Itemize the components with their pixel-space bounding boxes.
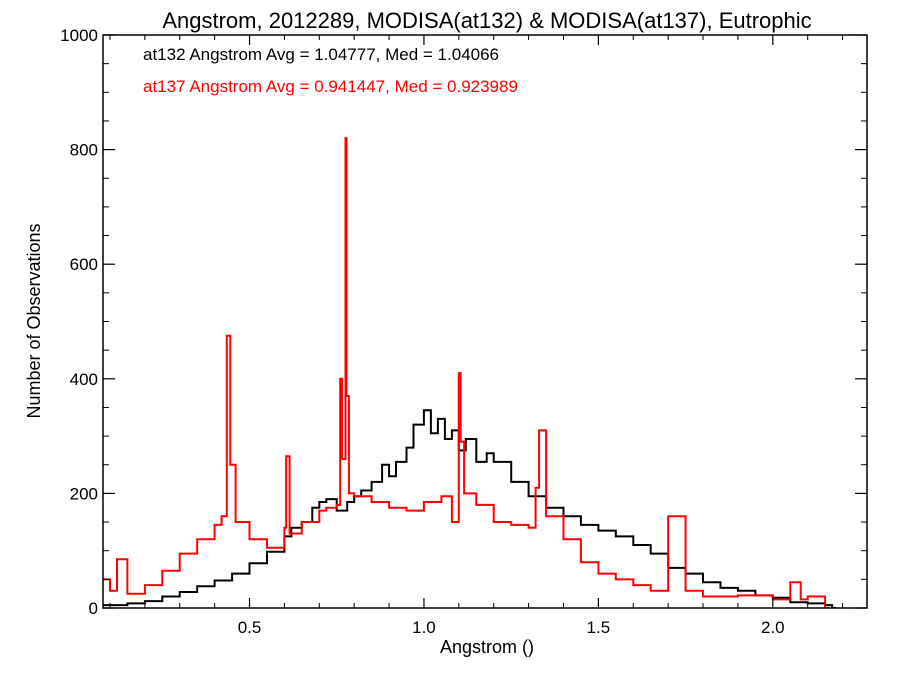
y-axis-ticks: 0 200 400 600 800 1000 (60, 26, 867, 618)
y-tick-label: 200 (70, 484, 98, 503)
series-line-0 (103, 409, 837, 608)
y-tick-label: 1000 (60, 26, 98, 45)
x-axis-ticks: 0.5 1.0 1.5 2.0 (109, 35, 844, 637)
y-tick-label: 800 (70, 141, 98, 160)
series-layer (103, 137, 837, 608)
legend-entry-at137: at137 Angstrom Avg = 0.941447, Med = 0.9… (143, 77, 518, 96)
x-tick-label: 1.5 (587, 618, 611, 637)
x-tick-label: 1.0 (412, 618, 436, 637)
legend-entry-at132: at132 Angstrom Avg = 1.04777, Med = 1.04… (143, 45, 499, 64)
y-tick-label: 600 (70, 255, 98, 274)
y-axis-label: Number of Observations (24, 223, 44, 418)
x-tick-label: 2.0 (761, 618, 785, 637)
plot-area (103, 137, 837, 608)
x-axis-label: Angstrom () (440, 637, 534, 657)
series-line-1 (103, 137, 830, 608)
x-tick-label: 0.5 (238, 618, 262, 637)
y-tick-label: 0 (89, 599, 98, 618)
y-tick-label: 400 (70, 370, 98, 389)
chart-title: Angstrom, 2012289, MODISA(at132) & MODIS… (162, 8, 811, 33)
